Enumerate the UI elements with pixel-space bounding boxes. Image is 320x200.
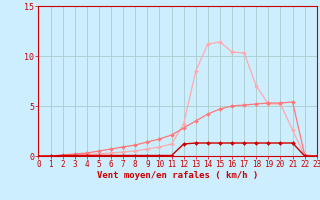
X-axis label: Vent moyen/en rafales ( km/h ): Vent moyen/en rafales ( km/h ) bbox=[97, 171, 258, 180]
